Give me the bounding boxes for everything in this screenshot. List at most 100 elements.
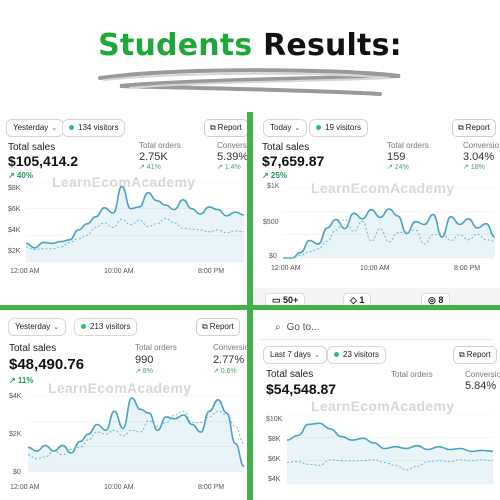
live-dot-icon <box>334 352 339 358</box>
series-area <box>283 209 495 258</box>
total-orders-label: Total orders <box>139 141 181 150</box>
series-line-previous <box>283 218 496 259</box>
series-line-current <box>27 397 245 468</box>
total-orders-value: 159 <box>387 151 406 163</box>
total-orders-label: Total orders <box>387 141 429 150</box>
orders-change: ↗ 41% <box>139 164 161 171</box>
orders-change: ↗ 8% <box>135 368 153 375</box>
chevron-down-icon: ⌄ <box>313 352 320 359</box>
report-button[interactable]: ⧉ Report <box>453 346 497 364</box>
series-line-current <box>25 185 245 249</box>
report-icon: ⧉ <box>202 322 208 331</box>
sales-chart <box>27 395 245 473</box>
x-tick: 12:00 AM <box>271 265 301 272</box>
visitors-badge: 19 visitors <box>309 119 369 137</box>
y-tick: $0 <box>13 469 21 476</box>
conversion-value: 2.77% <box>213 354 245 366</box>
x-tick: 8:00 PM <box>454 265 481 272</box>
chevron-down-icon: ⌄ <box>51 125 58 132</box>
y-tick: $500 <box>263 219 279 226</box>
total-orders-value: 2.75K <box>139 151 168 163</box>
y-tick: $2K <box>8 248 21 255</box>
total-sales-label: Total sales <box>9 343 57 354</box>
chevron-down-icon: ⌄ <box>294 125 301 132</box>
conversion-change: ↗ 18% <box>463 164 485 171</box>
page-title: Students Results: <box>0 28 500 63</box>
total-sales-value: $105,414.2 <box>8 153 79 169</box>
watermark: LearnEcomAcademy <box>48 380 192 396</box>
chip-icon: ◎ <box>428 295 439 305</box>
y-tick: $2K <box>9 431 22 438</box>
dashboard-panel-3: Yesterday ⌄ 213 visitors ⧉ Report Total sa… <box>0 310 247 500</box>
report-button[interactable]: ⧉ Report <box>204 119 247 137</box>
horizontal-divider <box>0 305 500 310</box>
conversion-label: Conversio <box>213 343 247 352</box>
series-line-current <box>286 422 494 453</box>
metric-chip[interactable]: ▭ 50+ <box>265 293 306 305</box>
live-dot-icon <box>69 125 74 131</box>
dashboard-panel-1: Yesterday ⌄ 134 visitors ⧉ Report Total sa… <box>0 112 247 305</box>
report-button[interactable]: ⧉ Report <box>452 119 496 137</box>
total-orders-value: 990 <box>135 354 154 366</box>
series-area <box>28 397 244 472</box>
watermark: LearnEcomAcademy <box>311 398 455 414</box>
x-tick: 10:00 AM <box>104 268 134 275</box>
y-tick: $0 <box>269 253 277 260</box>
live-dot-icon <box>81 324 86 330</box>
orders-change: ↗ 24% <box>387 164 409 171</box>
conversion-change: ↗ 0.6% <box>213 368 237 375</box>
total-orders-label: Total orders <box>391 370 433 379</box>
metric-chip[interactable]: ◇ 1 <box>343 293 372 305</box>
y-tick: $8K <box>268 436 281 443</box>
sales-change: ↗ 40% <box>8 171 33 180</box>
chevron-down-icon: ⌄ <box>53 324 60 331</box>
period-dropdown[interactable]: Last 7 days ⌄ <box>263 346 327 364</box>
y-tick: $4K <box>8 227 21 234</box>
live-dot-icon <box>316 125 321 131</box>
series-area <box>287 423 493 484</box>
search-icon: ⌕ <box>275 322 281 333</box>
metric-chip[interactable]: ◎ 8 <box>421 293 451 305</box>
total-sales-value: $7,659.87 <box>262 153 325 169</box>
y-tick: $8K <box>8 185 21 192</box>
y-tick: $6K <box>268 456 281 463</box>
x-tick: 10:00 AM <box>104 484 134 491</box>
chip-icon: ◇ <box>350 295 360 305</box>
total-sales-label: Total sales <box>262 142 310 153</box>
sales-chart <box>283 187 496 259</box>
period-dropdown[interactable]: Today ⌄ <box>263 119 308 137</box>
conversion-change: ↗ 1.4% <box>217 164 241 171</box>
y-tick: $4K <box>268 476 281 483</box>
series-area <box>26 186 244 262</box>
x-tick: 12:00 AM <box>10 268 40 275</box>
conversion-label: Conversio <box>463 141 500 150</box>
sales-change: ↗ 25% <box>262 171 287 180</box>
period-dropdown[interactable]: Yesterday ⌄ <box>6 119 65 137</box>
chip-icon: ▭ <box>272 295 284 305</box>
report-icon: ⧉ <box>459 350 465 359</box>
dashboard-panel-4: ⌕ Go to... Last 7 days ⌄ 23 visitors ⧉ Repo… <box>253 310 500 500</box>
x-tick: 10:00 AM <box>360 265 390 272</box>
conversion-label: Conversion <box>465 370 500 379</box>
y-tick: $10K <box>266 416 283 423</box>
x-tick: 8:00 PM <box>198 268 225 275</box>
total-orders-label: Total orders <box>135 343 177 352</box>
y-tick: $4K <box>9 393 22 400</box>
report-button[interactable]: ⧉ Report <box>196 318 240 336</box>
report-icon: ⧉ <box>210 123 216 132</box>
dashboard-panel-2: Today ⌄ 19 visitors ⧉ Report Total sales $… <box>253 112 500 305</box>
y-tick: $1K <box>267 183 280 190</box>
sales-chart <box>25 181 245 263</box>
y-tick: $6K <box>8 206 21 213</box>
total-sales-label: Total sales <box>266 369 314 380</box>
visitors-badge: 213 visitors <box>74 318 138 336</box>
series-line-previous <box>25 217 245 251</box>
visitors-badge: 134 visitors <box>62 119 126 137</box>
conversion-label: Conversio <box>217 141 247 150</box>
period-dropdown[interactable]: Yesterday ⌄ <box>8 318 67 336</box>
search-input[interactable]: ⌕ Go to... <box>261 316 493 340</box>
total-sales-value: $54,548.87 <box>266 381 337 397</box>
title-green: Students <box>98 28 253 63</box>
series-line-previous <box>27 410 245 460</box>
sales-change: ↗ 11% <box>9 376 34 385</box>
